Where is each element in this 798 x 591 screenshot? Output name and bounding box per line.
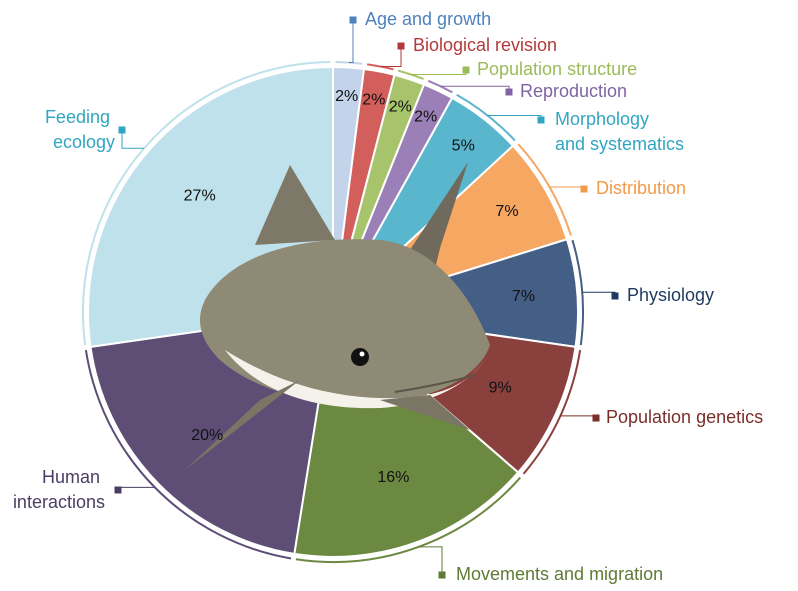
leader-line	[582, 292, 615, 296]
label-marker	[593, 415, 600, 422]
leader-line	[349, 20, 353, 63]
leader-line	[411, 70, 466, 74]
value-label: 2%	[335, 88, 358, 105]
value-label: 2%	[414, 109, 437, 126]
label-marker	[398, 43, 405, 50]
value-label: 9%	[489, 380, 512, 397]
category-label: Physiology	[627, 285, 714, 305]
label-marker	[115, 487, 122, 494]
leader-line	[488, 115, 541, 120]
value-label: 5%	[452, 138, 475, 155]
label-marker	[506, 89, 513, 96]
category-label: Movements and migration	[456, 564, 663, 584]
label-marker	[612, 293, 619, 300]
label-line: Human	[42, 467, 105, 487]
label-line: interactions	[13, 492, 105, 512]
label-line: Morphology	[555, 109, 654, 129]
value-label: 16%	[377, 469, 409, 486]
value-label: 27%	[184, 188, 216, 205]
leader-line	[560, 416, 596, 418]
value-label: 20%	[191, 427, 223, 444]
category-label: Human interactions	[13, 467, 105, 512]
category-label: Population genetics	[606, 407, 763, 427]
value-label: 2%	[389, 98, 412, 115]
label-marker	[439, 572, 446, 579]
label-line: Feeding	[45, 107, 115, 127]
leader-line	[118, 487, 155, 490]
label-line: and systematics	[555, 134, 684, 154]
category-label: Feeding ecology	[45, 107, 115, 152]
category-label: Reproduction	[520, 81, 627, 101]
category-label: Age and growth	[365, 9, 491, 29]
label-marker	[119, 127, 126, 134]
label-marker	[538, 117, 545, 124]
category-label: Distribution	[596, 178, 686, 198]
value-label: 2%	[362, 92, 385, 109]
label-marker	[350, 17, 357, 24]
leader-line	[550, 187, 584, 189]
label-marker	[581, 186, 588, 193]
category-label: Biological revision	[413, 35, 557, 55]
chart: 2% Age and growth 2% Biological revision 2% P…	[0, 0, 798, 586]
category-label: Population structure	[477, 59, 637, 79]
label-marker	[463, 67, 470, 74]
label-line: ecology	[53, 132, 115, 152]
value-label: 7%	[512, 288, 535, 305]
category-label: Morphology and systematics	[555, 109, 684, 154]
leader-line	[419, 547, 442, 575]
value-label: 7%	[495, 203, 518, 220]
outer-arc	[335, 62, 362, 64]
